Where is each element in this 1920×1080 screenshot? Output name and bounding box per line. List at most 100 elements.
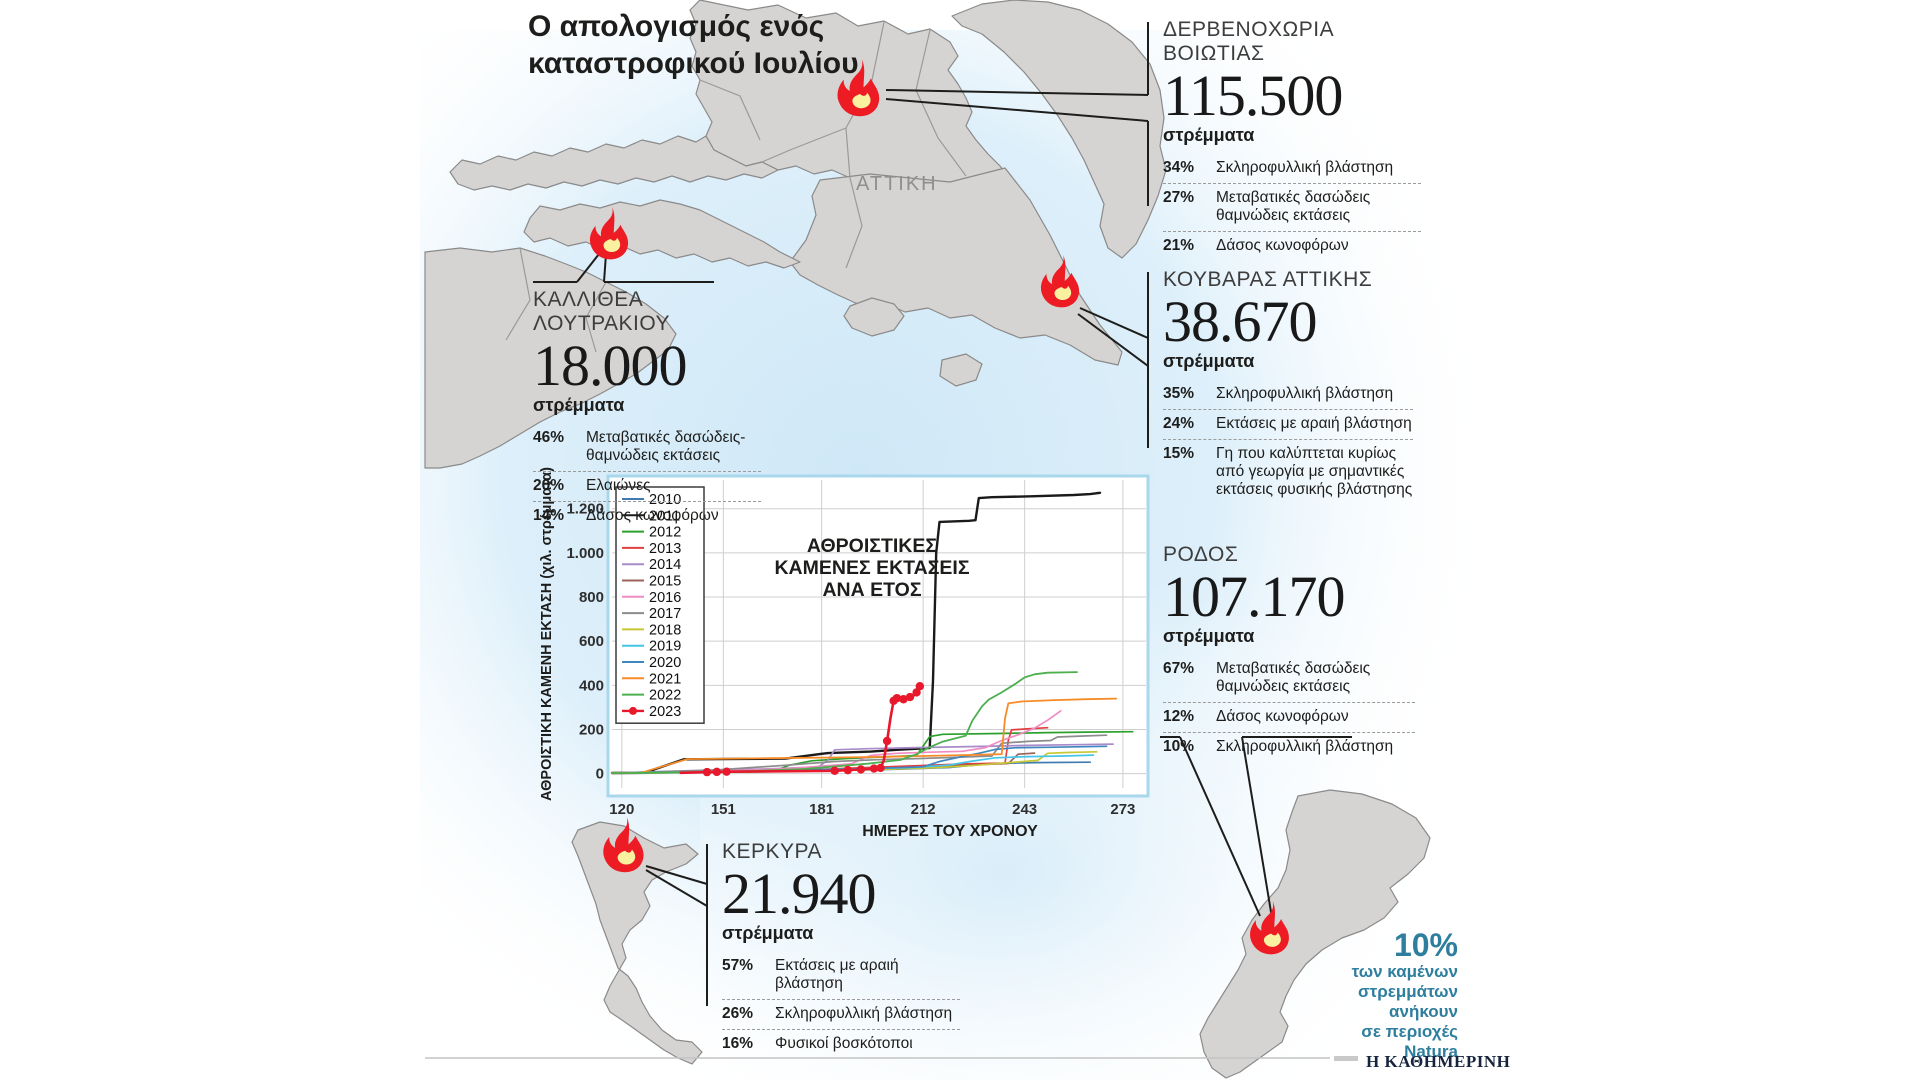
y-tick-label: 600 <box>579 633 604 650</box>
y-tick-label: 1.000 <box>566 545 604 562</box>
row-pct: 12% <box>1163 708 1195 725</box>
row-label: Μεταβατικές δασώδεις- θαμνώδεις εκτάσεις <box>586 429 746 464</box>
series-line-2016 <box>611 710 1062 774</box>
stat-heading: ΡΟΔΟΣ <box>1163 543 1239 566</box>
map-peloponnese <box>424 247 677 469</box>
row-label: Δάσος κωνοφόρων <box>1216 708 1349 725</box>
row-pct: 24% <box>1163 415 1195 432</box>
series-marker-2023 <box>722 767 731 776</box>
legend-label-2021: 2021 <box>649 671 681 687</box>
stat-unit: στρέμματα <box>722 923 814 943</box>
series-marker-2023 <box>905 692 915 702</box>
statblock-kerkyra: ΚΕΡΚΥΡΑ 21.940 στρέμματα 57% Εκτάσεις με … <box>722 840 960 1059</box>
x-tick-label: 151 <box>711 801 736 818</box>
stat-row: 10% Σκληροφυλλική βλάστηση <box>1163 732 1415 762</box>
legend-label-2012: 2012 <box>649 525 681 541</box>
stat-value: 107.170 <box>1163 564 1346 629</box>
row-pct: 26% <box>722 1005 754 1022</box>
series-line-2022 <box>611 671 1078 775</box>
stat-row: 24% Εκτάσεις με αραιή βλάστηση <box>1163 409 1413 439</box>
stat-row: 20% Ελαιώνες <box>533 471 761 501</box>
publisher-logo: Η ΚΑΘΗΜΕΡΙΝΗ <box>1366 1052 1511 1071</box>
stat-value: 21.940 <box>722 861 877 926</box>
row-pct: 16% <box>722 1035 754 1052</box>
row-pct: 20% <box>533 477 565 494</box>
row-label: Δάσος κωνοφόρων <box>1216 237 1349 254</box>
map-salamina <box>843 297 905 337</box>
series-marker-2023 <box>882 736 892 746</box>
callout-dervenochoria <box>885 22 1149 206</box>
stat-row: 16% Φυσικοί βοσκότοποι <box>722 1029 960 1059</box>
callout-lines <box>533 22 1352 1006</box>
y-tick-label: 1.200 <box>566 501 604 518</box>
natura-note: 10% των καμένων στρεμμάτων ανήκουν σε πε… <box>1308 928 1458 1062</box>
series-marker-2023 <box>712 767 721 777</box>
stat-row: 14% Δάσος κωνοφόρων <box>533 501 761 531</box>
stat-row: 26% Σκληροφυλλική βλάστηση <box>722 999 960 1029</box>
legend-label-2015: 2015 <box>649 574 681 590</box>
legend-label-2022: 2022 <box>649 688 681 704</box>
stat-row: 67% Μεταβατικές δασώδεις θαμνώδεις εκτάσε… <box>1163 655 1415 702</box>
legend-label-2018: 2018 <box>649 622 681 638</box>
map-west-arm <box>449 135 779 191</box>
x-tick-label: 273 <box>1110 801 1135 818</box>
map-aegina <box>939 353 983 387</box>
stat-unit: στρέμματα <box>1163 351 1255 371</box>
chart-title-line: ΑΝΑ ΕΤΟΣ <box>822 579 921 601</box>
row-label: Ελαιώνες <box>586 477 651 494</box>
legend-label-2013: 2013 <box>649 541 681 557</box>
series-line-2017 <box>611 734 1108 774</box>
x-tick-label: 243 <box>1012 801 1037 818</box>
stat-unit: στρέμματα <box>533 395 625 415</box>
stat-value: 18.000 <box>533 333 688 398</box>
series-marker-2023 <box>856 765 866 774</box>
row-label: Μεταβατικές δασώδεις θαμνώδεις εκτάσεις <box>1216 189 1371 224</box>
stat-heading: ΚΕΡΚΥΡΑ <box>722 840 822 863</box>
map-attica <box>789 167 1123 366</box>
series-marker-2023 <box>843 765 852 775</box>
natura-percentage: 10% <box>1393 927 1458 963</box>
row-label: Εκτάσεις με αραιή βλάστηση <box>1216 415 1412 432</box>
legend-label-2020: 2020 <box>649 655 681 671</box>
greece-map <box>424 0 1431 1079</box>
stat-row: 21% Δάσος κωνοφόρων <box>1163 231 1421 261</box>
series-marker-2023 <box>702 767 712 777</box>
row-pct: 67% <box>1163 660 1195 677</box>
series-marker-2023 <box>892 693 902 703</box>
row-pct: 14% <box>533 507 565 524</box>
stat-unit: στρέμματα <box>1163 125 1255 145</box>
statblock-kouvaras: ΚΟΥΒΑΡΑΣ ΑΤΤΙΚΗΣ 38.670 στρέμματα 35% Σκλ… <box>1163 268 1413 505</box>
legend-label-2019: 2019 <box>649 639 681 655</box>
legend-label-2014: 2014 <box>649 557 681 573</box>
stat-value: 115.500 <box>1163 63 1343 128</box>
stat-heading: ΔΕΡΒΕΝΟΧΩΡΙΑ ΒΟΙΩΤΙΑΣ <box>1163 18 1333 65</box>
row-label: Σκληροφυλλική βλάστηση <box>775 1005 953 1022</box>
chart-title-line: ΑΘΡΟΙΣΤΙΚΕΣ <box>807 535 937 557</box>
series-line-2021 <box>611 697 1118 775</box>
row-label: Σκληροφυλλική βλάστηση <box>1216 159 1394 176</box>
row-pct: 35% <box>1163 385 1195 402</box>
x-tick-label: 120 <box>609 801 634 818</box>
legend-label-2023: 2023 <box>649 704 681 720</box>
row-pct: 21% <box>1163 237 1195 254</box>
row-pct: 57% <box>722 957 754 974</box>
stat-row: 34% Σκληροφυλλική βλάστηση <box>1163 154 1421 183</box>
series-marker-2023 <box>899 695 908 704</box>
row-pct: 10% <box>1163 738 1195 755</box>
legend-label-2010: 2010 <box>649 492 681 508</box>
row-label: Μεταβατικές δασώδεις θαμνώδεις εκτάσεις <box>1216 660 1371 695</box>
row-pct: 15% <box>1163 445 1195 462</box>
statblock-rodos: ΡΟΔΟΣ 107.170 στρέμματα 67% Μεταβατικές δ… <box>1163 543 1415 762</box>
stat-row: 27% Μεταβατικές δασώδεις θαμνώδεις εκτάσε… <box>1163 183 1421 231</box>
x-tick-label: 181 <box>809 801 834 818</box>
legend-marker-2023 <box>629 706 637 715</box>
region-label-attiki: ΑΤΤΙΚΗ <box>856 173 938 195</box>
callout-kouvaras <box>1077 272 1149 448</box>
statblock-dervenochoria: ΔΕΡΒΕΝΟΧΩΡΙΑ ΒΟΙΩΤΙΑΣ 115.500 στρέμματα … <box>1163 18 1421 261</box>
row-label: Δάσος κωνοφόρων <box>586 507 719 524</box>
row-pct: 34% <box>1163 159 1195 176</box>
chart-legend-box <box>615 486 705 724</box>
stat-row: 15% Γη που καλύπτεται κυρίως από γεωργία … <box>1163 439 1413 505</box>
y-tick-label: 200 <box>579 721 604 738</box>
